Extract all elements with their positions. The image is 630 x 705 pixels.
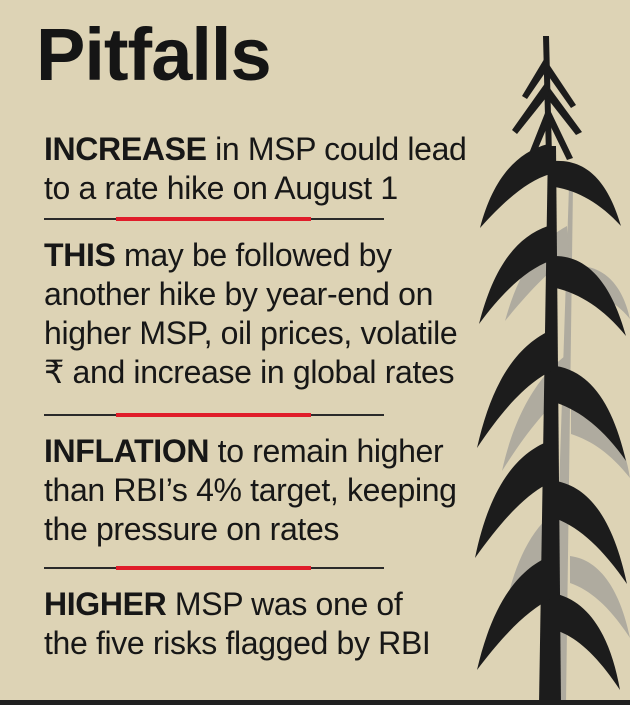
- footer-band: [0, 700, 630, 705]
- pitfall-lead: THIS: [44, 237, 116, 273]
- divider-accent: [116, 566, 311, 570]
- pitfall-text: in MSP could lead to a rate hike on Augu…: [44, 131, 467, 206]
- pitfall-lead: INCREASE: [44, 131, 207, 167]
- divider-accent: [116, 413, 311, 417]
- page-title: Pitfalls: [36, 13, 272, 96]
- pitfall-text: to remain higher than RBI’s 4% target, k…: [44, 433, 457, 547]
- section-divider: [44, 217, 384, 221]
- pitfall-lead: INFLATION: [44, 433, 210, 469]
- pitfall-item: THIS may be followed by another hike by …: [44, 236, 514, 392]
- section-divider: [44, 566, 384, 570]
- pitfall-item: INFLATION to remain higher than RBI’s 4%…: [44, 432, 514, 549]
- section-divider: [44, 413, 384, 417]
- divider-accent: [116, 217, 311, 221]
- pitfall-text: MSP was one of the five risks flagged by…: [44, 586, 431, 661]
- pitfall-item: INCREASE in MSP could lead to a rate hik…: [44, 130, 514, 208]
- pitfall-text: may be followed by another hike by year-…: [44, 237, 458, 390]
- crop-plant-icon: [475, 36, 630, 705]
- pitfall-item: HIGHER MSP was one of the five risks fla…: [44, 585, 514, 663]
- pitfall-lead: HIGHER: [44, 586, 167, 622]
